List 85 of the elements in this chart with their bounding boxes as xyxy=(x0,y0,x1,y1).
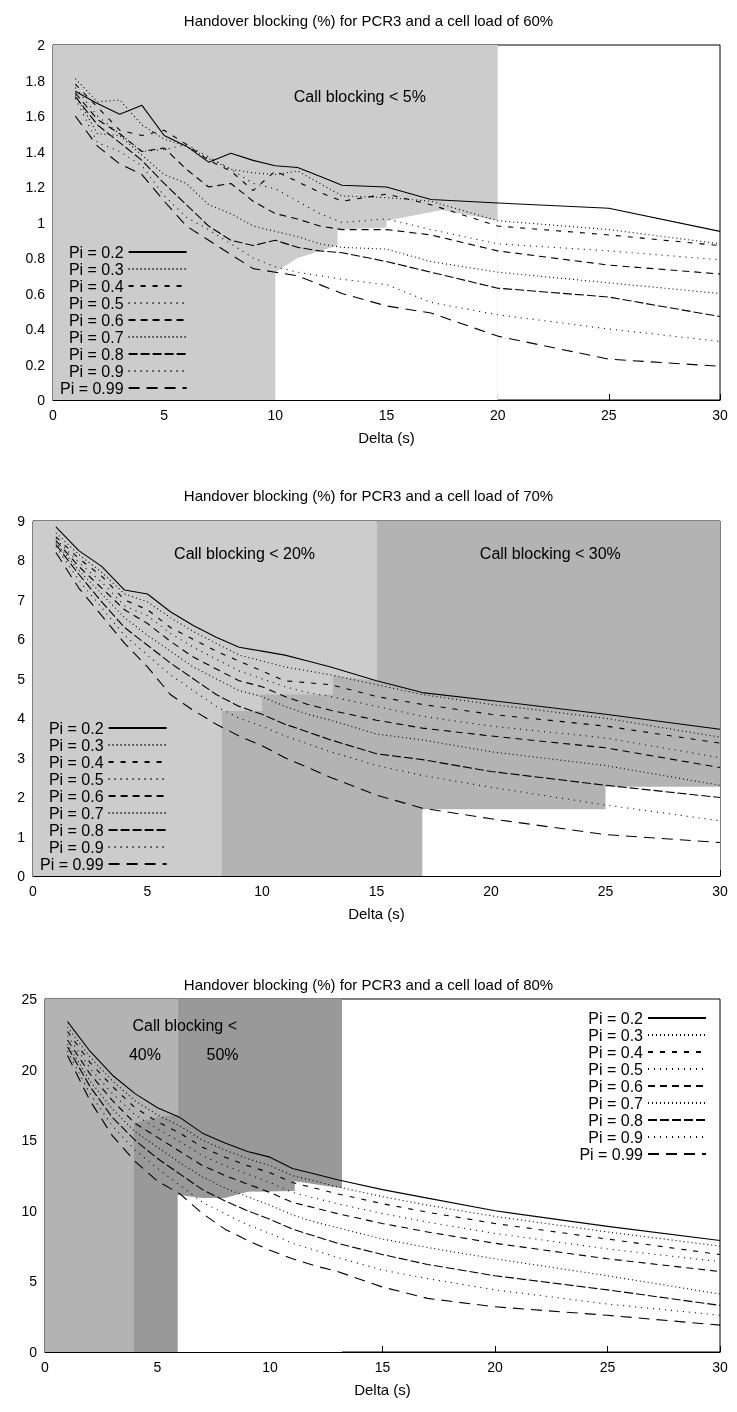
x-tick-label: 5 xyxy=(160,407,169,423)
y-tick-label: 20 xyxy=(21,1061,38,1078)
y-tick-label: 1 xyxy=(17,828,26,845)
legend-label: Pi = 0.5 xyxy=(68,294,124,312)
x-axis-title: Delta (s) xyxy=(348,905,405,922)
legend-label: Pi = 0.99 xyxy=(59,379,124,397)
legend-label: Pi = 0.99 xyxy=(39,855,104,873)
legend-label: Pi = 0.8 xyxy=(588,1111,644,1129)
legend-label: Pi = 0.7 xyxy=(68,328,124,346)
x-tick-label: 15 xyxy=(368,883,385,899)
legend-label: Pi = 0.3 xyxy=(48,736,104,754)
legend-label: Pi = 0.6 xyxy=(48,787,104,805)
y-tick-label: 25 xyxy=(21,991,38,1007)
chart-title: Handover blocking (%) for PCR3 and a cell load of 80% xyxy=(183,976,554,993)
legend-label: Pi = 0.5 xyxy=(588,1060,644,1078)
legend-label: Pi = 0.6 xyxy=(68,311,124,329)
y-tick-label: 3 xyxy=(17,749,26,766)
y-tick-label: 7 xyxy=(17,591,26,608)
y-tick-label: 2 xyxy=(17,789,26,806)
legend-label: Pi = 0.99 xyxy=(579,1145,644,1163)
legend-label: Pi = 0.7 xyxy=(48,804,104,822)
x-tick-label: 25 xyxy=(601,407,617,423)
y-tick-label: 4 xyxy=(17,710,26,727)
legend-label: Pi = 0.4 xyxy=(68,277,124,295)
x-tick-label: 10 xyxy=(262,1359,278,1375)
legend-label: Pi = 0.2 xyxy=(588,1009,644,1027)
legend-label: Pi = 0.9 xyxy=(588,1128,644,1146)
y-tick-label: 0.6 xyxy=(25,285,46,302)
x-tick-label: 15 xyxy=(378,407,395,423)
y-tick-label: 2 xyxy=(37,37,46,53)
y-tick-label: 1.2 xyxy=(25,179,46,195)
x-tick-label: 20 xyxy=(489,407,506,423)
annotation: Call blocking < 5% xyxy=(293,87,426,105)
x-tick-label: 0 xyxy=(49,407,58,423)
annotation: Call blocking < 30% xyxy=(479,545,621,563)
annotation: Call blocking < 20% xyxy=(174,545,316,563)
y-tick-label: 10 xyxy=(21,1202,38,1219)
x-axis-title: Delta (s) xyxy=(354,1381,411,1398)
y-tick-label: 1.8 xyxy=(25,72,46,89)
x-tick-label: 10 xyxy=(267,407,284,423)
annotation: 40% xyxy=(128,1045,161,1063)
annotation: 50% xyxy=(206,1045,239,1063)
legend-label: Pi = 0.2 xyxy=(48,719,104,737)
x-tick-label: 25 xyxy=(599,1359,616,1375)
x-tick-label: 15 xyxy=(374,1359,391,1375)
x-tick-label: 5 xyxy=(143,883,152,899)
legend-label: Pi = 0.4 xyxy=(48,753,104,771)
y-tick-label: 15 xyxy=(21,1132,38,1149)
y-tick-label: 0.2 xyxy=(25,356,46,373)
legend-label: Pi = 0.2 xyxy=(68,243,124,261)
legend-label: Pi = 0.8 xyxy=(68,345,124,363)
y-tick-label: 8 xyxy=(17,552,26,569)
x-tick-label: 30 xyxy=(712,407,728,423)
x-tick-label: 20 xyxy=(487,1359,503,1375)
y-tick-label: 0.8 xyxy=(25,250,46,266)
legend-label: Pi = 0.7 xyxy=(588,1094,644,1112)
y-tick-label: 5 xyxy=(17,670,26,687)
x-tick-label: 5 xyxy=(153,1359,162,1375)
y-tick-label: 0 xyxy=(29,1344,38,1360)
legend-label: Pi = 0.3 xyxy=(588,1026,644,1044)
y-tick-label: 0 xyxy=(37,392,46,408)
y-tick-label: 1.4 xyxy=(25,143,46,160)
x-axis-title: Delta (s) xyxy=(358,429,415,446)
y-tick-label: 9 xyxy=(17,513,26,529)
legend-label: Pi = 0.9 xyxy=(48,838,104,856)
legend-label: Pi = 0.3 xyxy=(68,260,124,278)
legend-label: Pi = 0.4 xyxy=(588,1043,644,1061)
y-tick-label: 1 xyxy=(37,214,46,231)
legend-label: Pi = 0.5 xyxy=(48,770,104,788)
x-tick-label: 30 xyxy=(712,1359,728,1375)
chart-title: Handover blocking (%) for PCR3 and a cell load of 70% xyxy=(183,487,554,504)
y-tick-label: 6 xyxy=(17,631,26,648)
y-tick-label: 0 xyxy=(17,868,26,884)
y-tick-label: 5 xyxy=(29,1273,38,1290)
x-tick-label: 20 xyxy=(483,883,499,899)
chart-title: Handover blocking (%) for PCR3 and a cell load of 60% xyxy=(183,12,554,29)
legend-label: Pi = 0.9 xyxy=(68,362,124,380)
y-tick-label: 1.6 xyxy=(25,108,46,124)
legend-label: Pi = 0.6 xyxy=(588,1077,644,1095)
legend-label: Pi = 0.8 xyxy=(48,821,104,839)
x-tick-label: 25 xyxy=(597,883,614,899)
annotation: Call blocking < xyxy=(132,1017,237,1035)
x-tick-label: 10 xyxy=(254,883,270,899)
y-tick-label: 0.4 xyxy=(25,321,46,337)
x-tick-label: 30 xyxy=(712,883,728,899)
